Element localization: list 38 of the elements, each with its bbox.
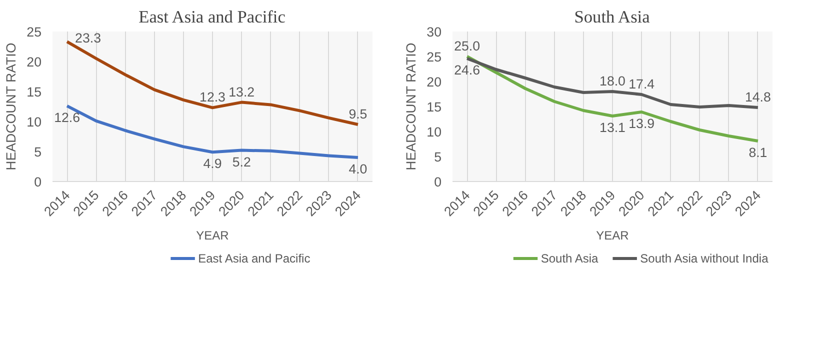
data-label: 9.5 xyxy=(348,106,368,122)
data-label: 25.0 xyxy=(454,38,480,54)
y-tick-label: 15 xyxy=(26,84,42,100)
data-label: 4.0 xyxy=(348,162,368,176)
y-tick-label: 0 xyxy=(434,174,442,190)
y-tick-label: 25 xyxy=(26,24,42,40)
data-label: 8.1 xyxy=(748,145,768,160)
y-tick-label: 20 xyxy=(426,74,442,90)
y-tick-label: 0 xyxy=(34,174,42,190)
x-axis-title: YEAR xyxy=(596,228,630,243)
data-label: 12.3 xyxy=(200,90,226,105)
data-label: 4.9 xyxy=(203,156,222,172)
data-label: 18.0 xyxy=(600,74,626,88)
data-label: 12.6 xyxy=(54,110,80,125)
data-label: 24.6 xyxy=(454,62,480,78)
legend-label: East Asia and Pacific xyxy=(198,252,310,266)
y-tick-label: 30 xyxy=(426,24,442,40)
chart-title: South Asia xyxy=(574,8,650,26)
data-label: 5.2 xyxy=(232,154,251,170)
y-tick-label: 5 xyxy=(34,144,42,160)
chart-title: East Asia and Pacific xyxy=(138,8,286,26)
data-label: 13.1 xyxy=(600,120,626,135)
y-axis-title: HEADCOUNT RATIO xyxy=(4,42,19,170)
data-label: 13.2 xyxy=(228,84,255,100)
y-axis-title: HEADCOUNT RATIO xyxy=(404,42,419,170)
data-label: 23.3 xyxy=(75,30,101,46)
x-axis-title: YEAR xyxy=(196,228,230,243)
y-tick-label: 10 xyxy=(426,124,442,140)
y-tick-label: 15 xyxy=(426,100,442,114)
y-tick-label: 10 xyxy=(26,114,42,130)
legend-label: South Asia without India xyxy=(640,252,769,266)
y-tick-label: 25 xyxy=(426,50,442,64)
data-label: 13.9 xyxy=(628,116,655,131)
data-label: 17.4 xyxy=(628,76,656,92)
y-tick-label: 5 xyxy=(434,150,442,164)
y-tick-label: 20 xyxy=(26,54,42,70)
legend-label: South Asia xyxy=(540,252,599,266)
data-label: 14.8 xyxy=(744,90,771,104)
